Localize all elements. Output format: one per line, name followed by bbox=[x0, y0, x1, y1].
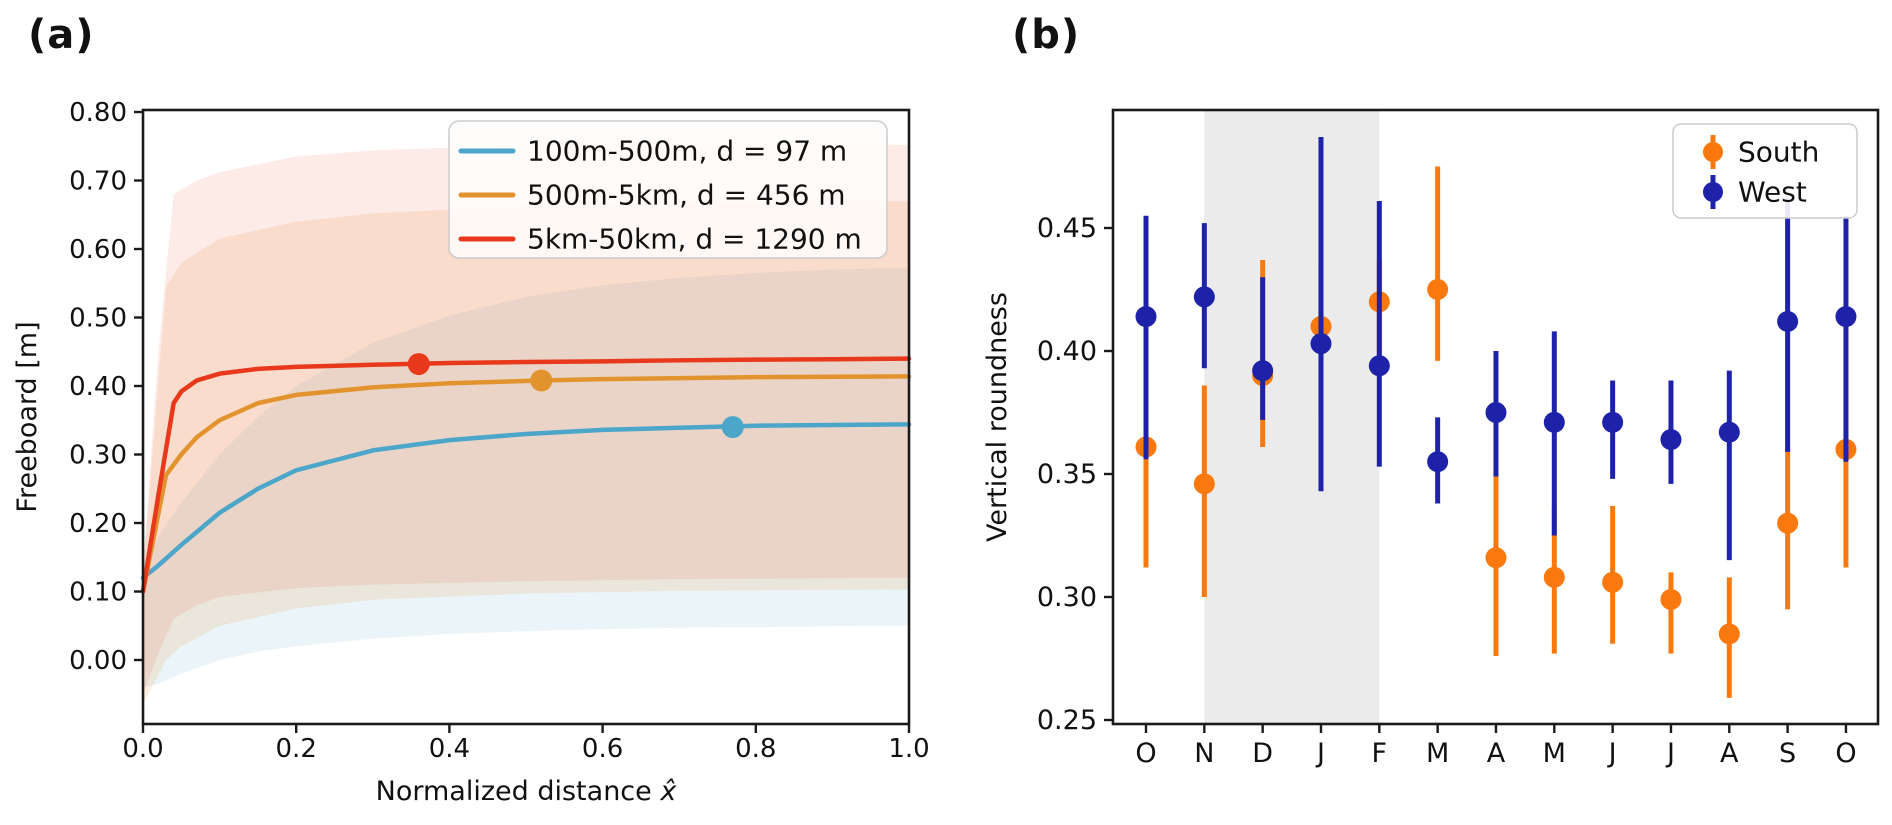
y-tick-label: 0.30 bbox=[1037, 582, 1097, 613]
month-tick-label: M bbox=[1426, 738, 1449, 769]
panel-b: (b) 0.25 0.30 0.35 0.40 0.45 O N D J F M A M J J A S O Ver… bbox=[960, 0, 1892, 825]
y-tick-label: 0.40 bbox=[69, 372, 127, 402]
legend-label: 100m-500m, d = 97 m bbox=[527, 135, 847, 168]
datapoint-west-M bbox=[1543, 411, 1565, 433]
month-tick-label: J bbox=[1665, 738, 1675, 769]
confidence-band-1 bbox=[143, 267, 909, 688]
datapoint-west-M bbox=[1427, 451, 1449, 473]
month-tick-label: M bbox=[1543, 738, 1566, 769]
legend-label: South bbox=[1738, 136, 1819, 169]
legend-marker-swatch bbox=[1703, 182, 1723, 202]
datapoint-west-J bbox=[1310, 333, 1332, 355]
datapoint-south-A bbox=[1718, 623, 1740, 645]
datapoint-west-N bbox=[1193, 286, 1215, 308]
panel-b-chart: 0.25 0.30 0.35 0.40 0.45 O N D J F M A M J J A S O Vertica… bbox=[982, 108, 1880, 769]
x-tick-label: 0.6 bbox=[582, 734, 623, 764]
distance-marker-1 bbox=[721, 416, 744, 439]
y-tick-label: 0.40 bbox=[1037, 336, 1097, 367]
datapoint-west-O bbox=[1135, 306, 1157, 328]
x-tick-label: 1.0 bbox=[888, 734, 929, 764]
datapoint-west-J bbox=[1602, 411, 1624, 433]
datapoint-south-M bbox=[1543, 566, 1565, 588]
datapoint-west-A bbox=[1718, 421, 1740, 443]
confidence-band-2 bbox=[143, 201, 909, 705]
x-tick-label: 0.4 bbox=[429, 734, 470, 764]
panel-b-legend: South West bbox=[1672, 123, 1858, 219]
confidence-band-3 bbox=[143, 142, 909, 695]
month-tick-label: N bbox=[1194, 738, 1214, 769]
datapoint-west-A bbox=[1485, 402, 1507, 423]
datapoint-south-M bbox=[1427, 279, 1449, 300]
datapoint-south-J bbox=[1602, 571, 1624, 593]
y-tick-label: 0.30 bbox=[69, 441, 127, 471]
x-axis-label: Normalized distance x̂ bbox=[376, 776, 678, 807]
y-tick-label: 0.20 bbox=[69, 509, 127, 539]
y-tick-label: 0.00 bbox=[69, 646, 127, 676]
x-tick-label: 0.0 bbox=[122, 734, 163, 764]
mean-curve-3 bbox=[140, 356, 912, 594]
panel-a-title: (a) bbox=[28, 12, 95, 58]
y-axis-label: Vertical roundness bbox=[982, 292, 1013, 542]
panel-a-chart: 0.00 0.10 0.20 0.30 0.40 0.50 0.60 0.70 0.80 0.0 0… bbox=[12, 98, 930, 807]
month-tick-label: O bbox=[1835, 738, 1856, 769]
datapoint-south-S bbox=[1777, 512, 1799, 534]
panel-a: (a) 0.00 0.10 0.20 0.30 0.40 0.50 0.60 0.70 0.80… bbox=[12, 12, 930, 807]
legend-box bbox=[448, 120, 888, 259]
month-tick-label: F bbox=[1372, 738, 1388, 769]
legend-marker-swatch bbox=[1703, 142, 1723, 162]
month-tick-label: A bbox=[1487, 738, 1506, 769]
x-tick-label: 0.2 bbox=[276, 734, 317, 764]
month-tick-label: O bbox=[1135, 738, 1156, 769]
panel-b-title: (b) bbox=[1012, 12, 1081, 58]
legend-label: West bbox=[1738, 176, 1807, 209]
panel-a-legend: 100m-500m, d = 97 m 500m-5km, d = 456 m 5k… bbox=[448, 120, 888, 259]
y-tick-label: 0.10 bbox=[69, 578, 127, 608]
x-tick-label: 0.8 bbox=[735, 734, 776, 764]
datapoint-south-N bbox=[1193, 473, 1215, 495]
y-tick-label: 0.70 bbox=[69, 167, 127, 197]
y-axis-label: Freeboard [m] bbox=[12, 321, 43, 512]
legend-label: 5km-50km, d = 1290 m bbox=[527, 223, 862, 256]
datapoint-west-S bbox=[1777, 310, 1799, 332]
y-tick-label: 0.45 bbox=[1037, 213, 1097, 244]
y-tick-label: 0.60 bbox=[69, 235, 127, 265]
distance-marker-2 bbox=[530, 369, 553, 392]
y-tick-label: 0.80 bbox=[69, 98, 127, 128]
legend-label: 500m-5km, d = 456 m bbox=[527, 179, 846, 212]
distance-marker-3 bbox=[407, 353, 430, 376]
datapoint-west-F bbox=[1368, 355, 1390, 377]
y-tick-label: 0.35 bbox=[1037, 459, 1097, 490]
datapoint-west-O bbox=[1835, 306, 1857, 328]
month-tick-label: J bbox=[1607, 738, 1617, 769]
month-tick-label: S bbox=[1779, 738, 1796, 769]
panel-a-axes-box bbox=[141, 108, 911, 726]
shaded-season-region bbox=[1204, 110, 1380, 724]
mean-curve-2 bbox=[140, 374, 912, 594]
datapoint-south-A bbox=[1485, 547, 1507, 569]
month-tick-label: J bbox=[1315, 738, 1325, 769]
datapoint-west-J bbox=[1660, 429, 1682, 451]
datapoint-south-J bbox=[1660, 588, 1682, 610]
y-tick-label: 0.25 bbox=[1037, 705, 1097, 736]
datapoint-west-D bbox=[1252, 360, 1274, 382]
month-tick-label: D bbox=[1252, 738, 1273, 769]
month-tick-label: A bbox=[1720, 738, 1739, 769]
y-tick-label: 0.50 bbox=[69, 304, 127, 334]
